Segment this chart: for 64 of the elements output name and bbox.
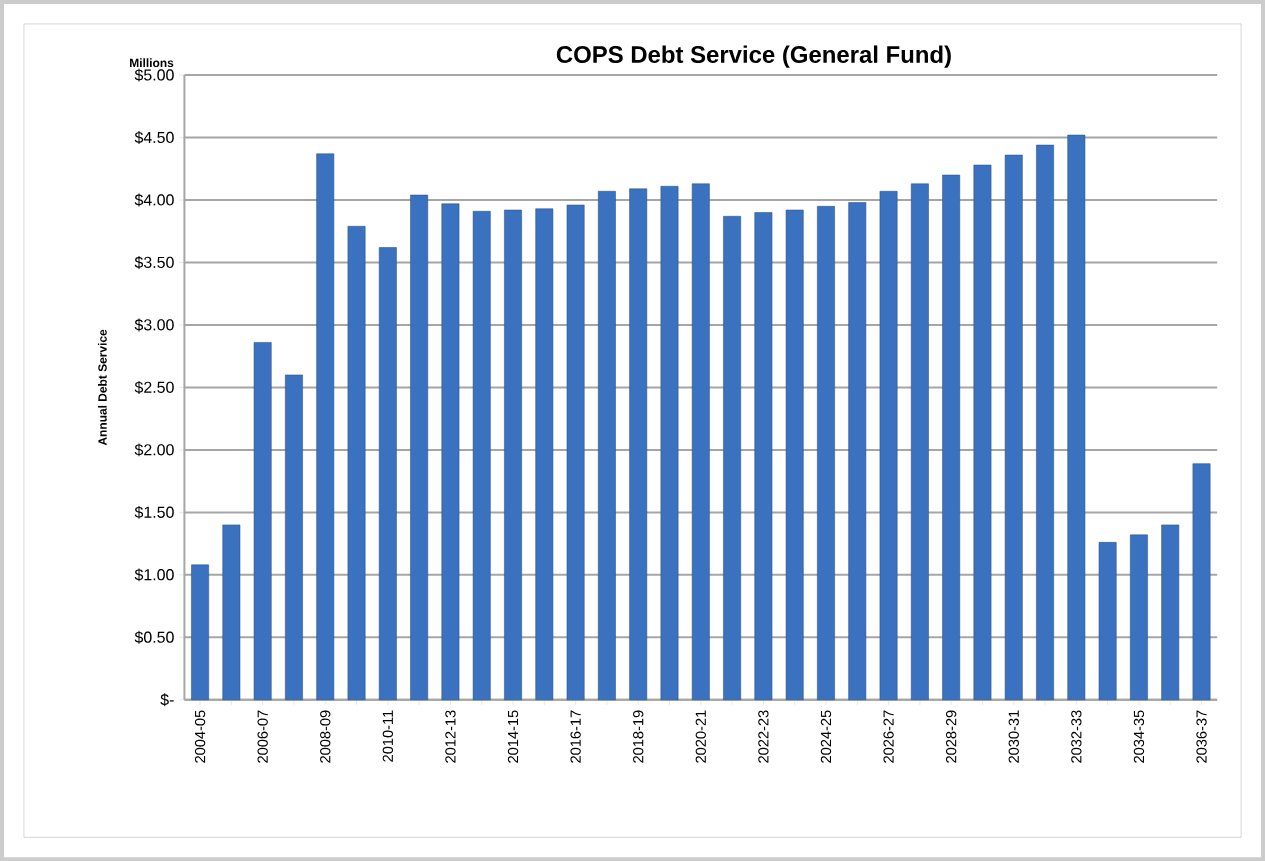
y-tick-label: $1.00 — [134, 568, 174, 582]
y-tick-label: $1.50 — [134, 505, 174, 519]
x-tick-label: 2010-11 — [382, 710, 394, 762]
x-tick-label: 2012-13 — [445, 710, 456, 763]
x-tick-label: 2020-21 — [695, 710, 706, 763]
x-tick-label: 2022-23 — [758, 710, 769, 763]
y-tick-label: $3.00 — [134, 318, 174, 332]
x-tick-label: 2008-09 — [320, 710, 331, 763]
bar — [910, 183, 929, 700]
bar — [410, 194, 429, 700]
bar — [817, 205, 835, 700]
bar — [1004, 154, 1023, 700]
x-tick-label: 2032-33 — [1071, 710, 1082, 763]
bar — [942, 174, 961, 700]
y-tick-label: $2.00 — [134, 443, 174, 457]
x-tick-label: 2028-29 — [946, 710, 957, 763]
bar — [1130, 534, 1148, 700]
bar — [629, 188, 648, 700]
x-tick-label: 2004-05 — [194, 710, 206, 763]
x-tick-label: 2036-37 — [1196, 710, 1207, 763]
x-tick-label: 2026-27 — [883, 710, 894, 763]
bar — [472, 210, 491, 700]
bar — [879, 190, 898, 700]
y-tick-label: $2.50 — [134, 380, 174, 394]
bar — [598, 190, 616, 700]
bar — [848, 202, 867, 700]
y-axis-title: Annual Debt Service — [97, 329, 107, 446]
x-tick-label: 2014-15 — [507, 710, 519, 763]
bar — [285, 374, 303, 700]
y-tick-label: $0.50 — [134, 630, 174, 644]
bar — [316, 153, 335, 700]
y-tick-label: $3.50 — [134, 255, 174, 269]
bar — [691, 183, 710, 700]
bar — [535, 208, 554, 700]
bar — [222, 524, 241, 700]
bar — [441, 203, 460, 700]
y-tick-label: $4.00 — [134, 193, 174, 207]
bar — [973, 164, 992, 700]
x-tick-label: 2018-19 — [633, 710, 644, 763]
bar — [723, 215, 741, 700]
y-tick-label: $4.50 — [134, 130, 174, 144]
bar — [754, 212, 773, 700]
bar — [1161, 524, 1180, 700]
bar — [347, 225, 366, 700]
bar — [504, 209, 522, 700]
bar — [1098, 541, 1117, 700]
x-tick-label: 2030-31 — [1008, 710, 1019, 763]
bar — [660, 185, 679, 700]
bar — [378, 247, 397, 700]
bar — [1067, 134, 1086, 700]
bar — [1036, 144, 1054, 700]
x-tick-label: 2034-35 — [1133, 710, 1145, 763]
bar — [785, 209, 804, 700]
bar — [566, 204, 585, 700]
chart-title: COPS Debt Service (General Fund) — [556, 45, 951, 68]
y-tick-label: $5.00 — [134, 68, 174, 82]
bar — [253, 342, 272, 700]
x-tick-label: 2024-25 — [820, 710, 832, 763]
x-tick-label: 2006-07 — [257, 710, 268, 763]
bar — [191, 564, 209, 700]
text: Millions — [130, 58, 174, 67]
y-tick-label: $- — [160, 693, 174, 707]
bar — [1192, 463, 1211, 700]
x-tick-label: 2016-17 — [570, 710, 581, 763]
